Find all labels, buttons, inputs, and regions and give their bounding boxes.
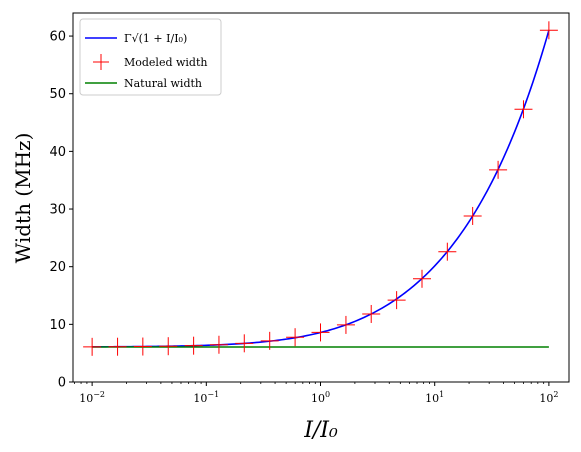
modeled-width-marker — [387, 291, 406, 310]
y-axis-title: Width (MHz) — [11, 133, 35, 264]
x-axis-title-text: I/I₀ — [303, 418, 338, 443]
modeled-width-marker — [133, 337, 152, 356]
plot-content — [83, 21, 558, 356]
modeled-width-marker — [159, 337, 178, 356]
modeled-width-marker — [489, 160, 508, 179]
x-axis: 10−2 10−1 100 101 102 — [74, 382, 558, 405]
y-tick-label: 40 — [49, 145, 66, 160]
x-tick-label: 101 — [425, 390, 444, 405]
x-tick-label: 10−1 — [193, 390, 219, 405]
y-tick-label: 50 — [49, 87, 66, 102]
x-tick-label: 10−2 — [79, 390, 105, 405]
legend-label-fit: Γ√(1 + I/I₀) — [124, 32, 187, 45]
modeled-width-marker — [514, 100, 533, 119]
legend-label-natural: Natural width — [124, 77, 202, 90]
y-tick-label: 0 — [58, 376, 66, 391]
modeled-width-marker — [83, 337, 102, 356]
modeled-width-marker — [235, 334, 254, 353]
x-tick-label: 102 — [539, 390, 558, 405]
modeled-width-marker — [311, 323, 330, 342]
modeled-width-marker — [286, 328, 305, 347]
legend-label-modeled: Modeled width — [124, 56, 207, 69]
modeled-width-marker — [438, 242, 457, 261]
y-tick-label: 10 — [49, 318, 66, 333]
modeled-width-marker — [184, 336, 203, 355]
modeled-width-marker — [463, 206, 482, 225]
modeled-width-marker — [260, 331, 279, 350]
legend-swatch-modeled — [93, 54, 109, 70]
modeled-width-marker — [108, 337, 127, 356]
modeled-width-marker — [412, 269, 431, 288]
modeled-width-marker — [209, 335, 228, 354]
x-axis-title: I/I₀ — [303, 418, 338, 443]
y-tick-label: 30 — [49, 203, 66, 218]
modeled-width-marker — [336, 315, 355, 334]
y-tick-label: 60 — [49, 30, 66, 45]
x-tick-label: 100 — [311, 390, 330, 405]
modeled-width-marker — [539, 21, 558, 40]
y-axis: 0 10 20 30 40 50 60 — [49, 30, 73, 391]
y-tick-label: 20 — [49, 260, 66, 275]
modeled-width-marker — [362, 304, 381, 323]
legend: Γ√(1 + I/I₀) Modeled width Natural width — [79, 18, 222, 96]
